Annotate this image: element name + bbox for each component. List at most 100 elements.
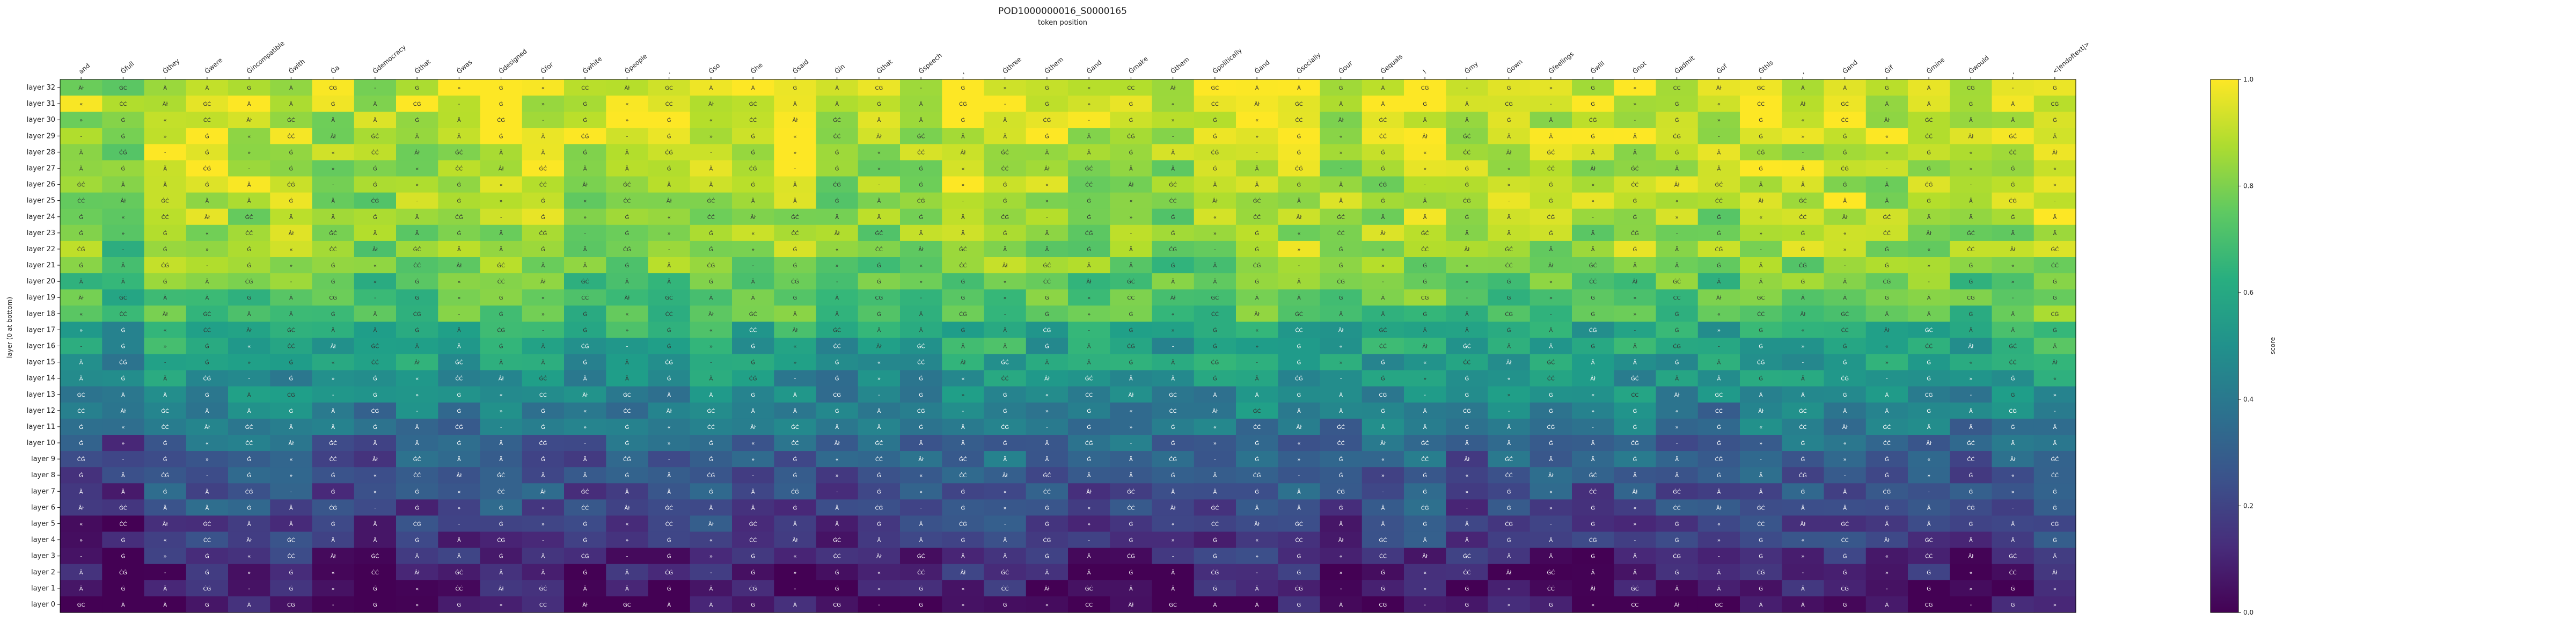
- cell-label: Ã: [457, 133, 461, 140]
- heatmap-cell: [606, 386, 649, 403]
- cell-label: Ã: [1801, 294, 1805, 301]
- cell-label: «: [1801, 327, 1804, 333]
- cell-label: ĊĊ: [203, 116, 211, 123]
- cell-label: ĊĠ: [413, 521, 421, 528]
- cell-label: Ã: [1591, 230, 1595, 237]
- cell-label: ĊĠ: [455, 214, 463, 221]
- cell-label: Ġ: [457, 601, 462, 608]
- cell-label: »: [1675, 215, 1679, 221]
- cell-label: ĠĊ: [455, 149, 463, 156]
- cell-label: ĊĠ: [749, 165, 757, 172]
- cell-label: ĠĊ: [77, 391, 85, 398]
- cell-label: Ġ: [667, 375, 671, 382]
- cell-label: Ġ: [1087, 407, 1091, 414]
- heatmap-cell: [1529, 112, 1572, 128]
- heatmap-cell: [1572, 112, 1614, 128]
- cell-label: ĊĊ: [1253, 214, 1261, 221]
- x-tick-label: Ġwhite: [581, 54, 604, 75]
- heatmap-cell: [1152, 257, 1195, 274]
- heatmap-cell: [858, 322, 901, 339]
- cell-label: ĊĠ: [665, 359, 673, 366]
- cell-label: Âł: [625, 84, 630, 91]
- cell-label: Ã: [205, 407, 209, 414]
- heatmap-cell: [690, 176, 733, 193]
- cell-label: Âł: [1968, 553, 1974, 560]
- heatmap-cell: [1865, 273, 1908, 290]
- cell-label: Ã: [751, 504, 755, 511]
- heatmap-cell: [1908, 128, 1950, 144]
- cell-label: Ã: [709, 375, 713, 382]
- heatmap-cell: [144, 386, 187, 403]
- heatmap-cell: [1529, 144, 1572, 161]
- heatmap-cell: [1529, 192, 1572, 209]
- cell-label: Ġ: [919, 375, 923, 382]
- cell-label: Ã: [1843, 294, 1847, 301]
- heatmap-cell: [312, 354, 355, 371]
- cell-label: «: [247, 554, 251, 560]
- heatmap-cell: [60, 160, 103, 177]
- heatmap-cell: [564, 354, 606, 371]
- heatmap-cell: [1362, 257, 1404, 274]
- heatmap-cell: [1362, 208, 1404, 225]
- cell-label: Ã: [1255, 84, 1259, 91]
- heatmap-cell: [522, 338, 565, 355]
- cell-label: ĊĠ: [539, 230, 547, 237]
- cell-label: Âł: [499, 375, 504, 382]
- cell-label: ĠĊ: [245, 424, 253, 431]
- heatmap-cell: [1152, 338, 1195, 355]
- cell-label: Ã: [625, 569, 629, 576]
- heatmap-cell: [1026, 354, 1069, 371]
- heatmap-cell: [1529, 160, 1572, 177]
- cell-label: »: [79, 327, 83, 333]
- cell-label: Ġ: [1339, 472, 1343, 479]
- heatmap-cell: [270, 128, 313, 144]
- heatmap-cell: [480, 208, 523, 225]
- cell-label: Ġ: [1255, 440, 1259, 447]
- cell-label: -: [878, 392, 880, 398]
- heatmap-cell: [1824, 192, 1867, 209]
- heatmap-cell: [1236, 273, 1278, 290]
- cell-label: ĠĊ: [917, 343, 925, 350]
- cell-label: Ã: [877, 424, 881, 431]
- heatmap-cell: [1362, 370, 1404, 387]
- cell-label: Ġ: [1591, 310, 1595, 317]
- cell-label: «: [1969, 150, 1972, 156]
- cell-label: Ġ: [1549, 230, 1553, 237]
- x-tick-label: Ġwere: [203, 55, 224, 75]
- cell-label: ĠĊ: [1967, 440, 1975, 447]
- cell-label: «: [1801, 538, 1804, 544]
- cell-label: «: [1717, 101, 1721, 107]
- heatmap-cell: [1656, 257, 1699, 274]
- cell-label: «: [1423, 570, 1426, 576]
- cell-label: Ã: [1927, 294, 1931, 301]
- cell-label: Ã: [415, 553, 419, 560]
- cell-label: Ġ: [499, 343, 503, 350]
- cell-label: Ġ: [1885, 246, 1889, 253]
- cell-label: Ġ: [1591, 133, 1595, 140]
- cell-label: Ã: [625, 165, 629, 172]
- cell-label: Ã: [1003, 553, 1007, 560]
- heatmap-cell: [354, 322, 397, 339]
- heatmap-cell: [1320, 224, 1363, 242]
- cell-label: Ã: [1591, 246, 1595, 253]
- heatmap-cell: [1068, 96, 1110, 112]
- cell-label: «: [206, 231, 209, 237]
- heatmap-cell: [186, 354, 229, 371]
- cell-label: ĠĊ: [959, 456, 967, 463]
- cell-label: Ġ: [2011, 601, 2015, 608]
- cell-label: «: [1255, 327, 1258, 333]
- cell-label: Ġ: [1675, 116, 1679, 123]
- cell-label: ĠĊ: [2051, 456, 2059, 463]
- cell-label: Ġ: [1297, 601, 1301, 608]
- x-tick-label: Ġfull: [119, 59, 136, 75]
- cell-label: Ġ: [793, 262, 797, 269]
- cell-label: -: [752, 263, 754, 269]
- cell-label: Ã: [289, 214, 293, 221]
- cell-label: Ã: [919, 440, 923, 447]
- cell-label: Âł: [372, 456, 378, 463]
- heatmap-cell: [732, 273, 774, 290]
- x-tick-label: Ġand: [1840, 58, 1859, 76]
- heatmap-cell: [1950, 192, 1993, 209]
- cell-label: «: [1465, 473, 1468, 479]
- heatmap-cell: [1404, 160, 1446, 177]
